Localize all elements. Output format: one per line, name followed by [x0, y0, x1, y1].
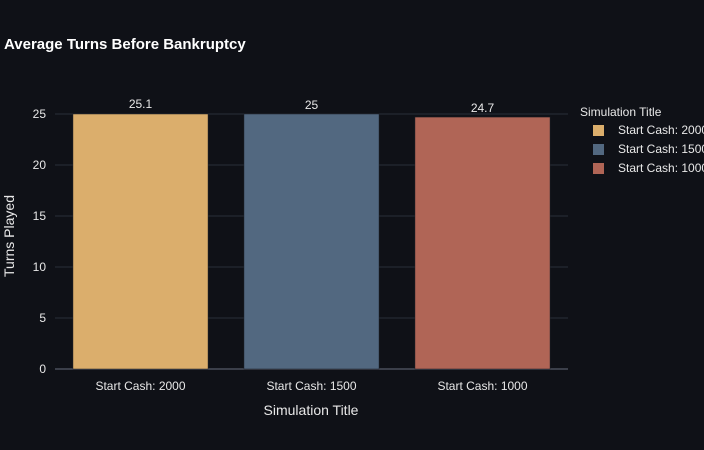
chart-title: Average Turns Before Bankruptcy	[4, 36, 246, 53]
data-labels: 25.1 25 24.7	[129, 97, 495, 115]
legend-swatch	[593, 163, 604, 174]
data-label: 24.7	[471, 101, 495, 115]
x-tick-label: Start Cash: 1000	[437, 379, 527, 393]
data-label: 25	[305, 98, 319, 112]
legend-item-label: Start Cash: 1000	[618, 161, 704, 175]
legend-item-label: Start Cash: 2000	[618, 123, 704, 137]
y-tick-label: 0	[39, 362, 46, 376]
y-tick-label: 20	[33, 158, 47, 172]
y-axis-ticks: 0 5 10 15 20 25	[33, 107, 47, 376]
bar	[72, 113, 209, 370]
y-tick-label: 10	[33, 260, 47, 274]
legend: Simulation Title Start Cash: 2000 Start C…	[580, 105, 704, 175]
legend-title: Simulation Title	[580, 105, 662, 119]
y-tick-label: 25	[33, 107, 47, 121]
legend-swatch	[593, 125, 604, 136]
y-tick-label: 5	[39, 311, 46, 325]
data-label: 25.1	[129, 97, 153, 111]
y-tick-label: 15	[33, 209, 47, 223]
bars	[72, 113, 551, 370]
y-axis-title: Turns Played	[1, 195, 17, 277]
x-tick-label: Start Cash: 1500	[266, 379, 356, 393]
x-axis-title: Simulation Title	[264, 402, 359, 418]
x-tick-label: Start Cash: 2000	[95, 379, 185, 393]
bar	[414, 116, 551, 370]
legend-item-label: Start Cash: 1500	[618, 142, 704, 156]
legend-swatch	[593, 144, 604, 155]
x-axis-ticks: Start Cash: 2000 Start Cash: 1500 Start Ca…	[95, 379, 527, 393]
bar	[243, 113, 380, 370]
